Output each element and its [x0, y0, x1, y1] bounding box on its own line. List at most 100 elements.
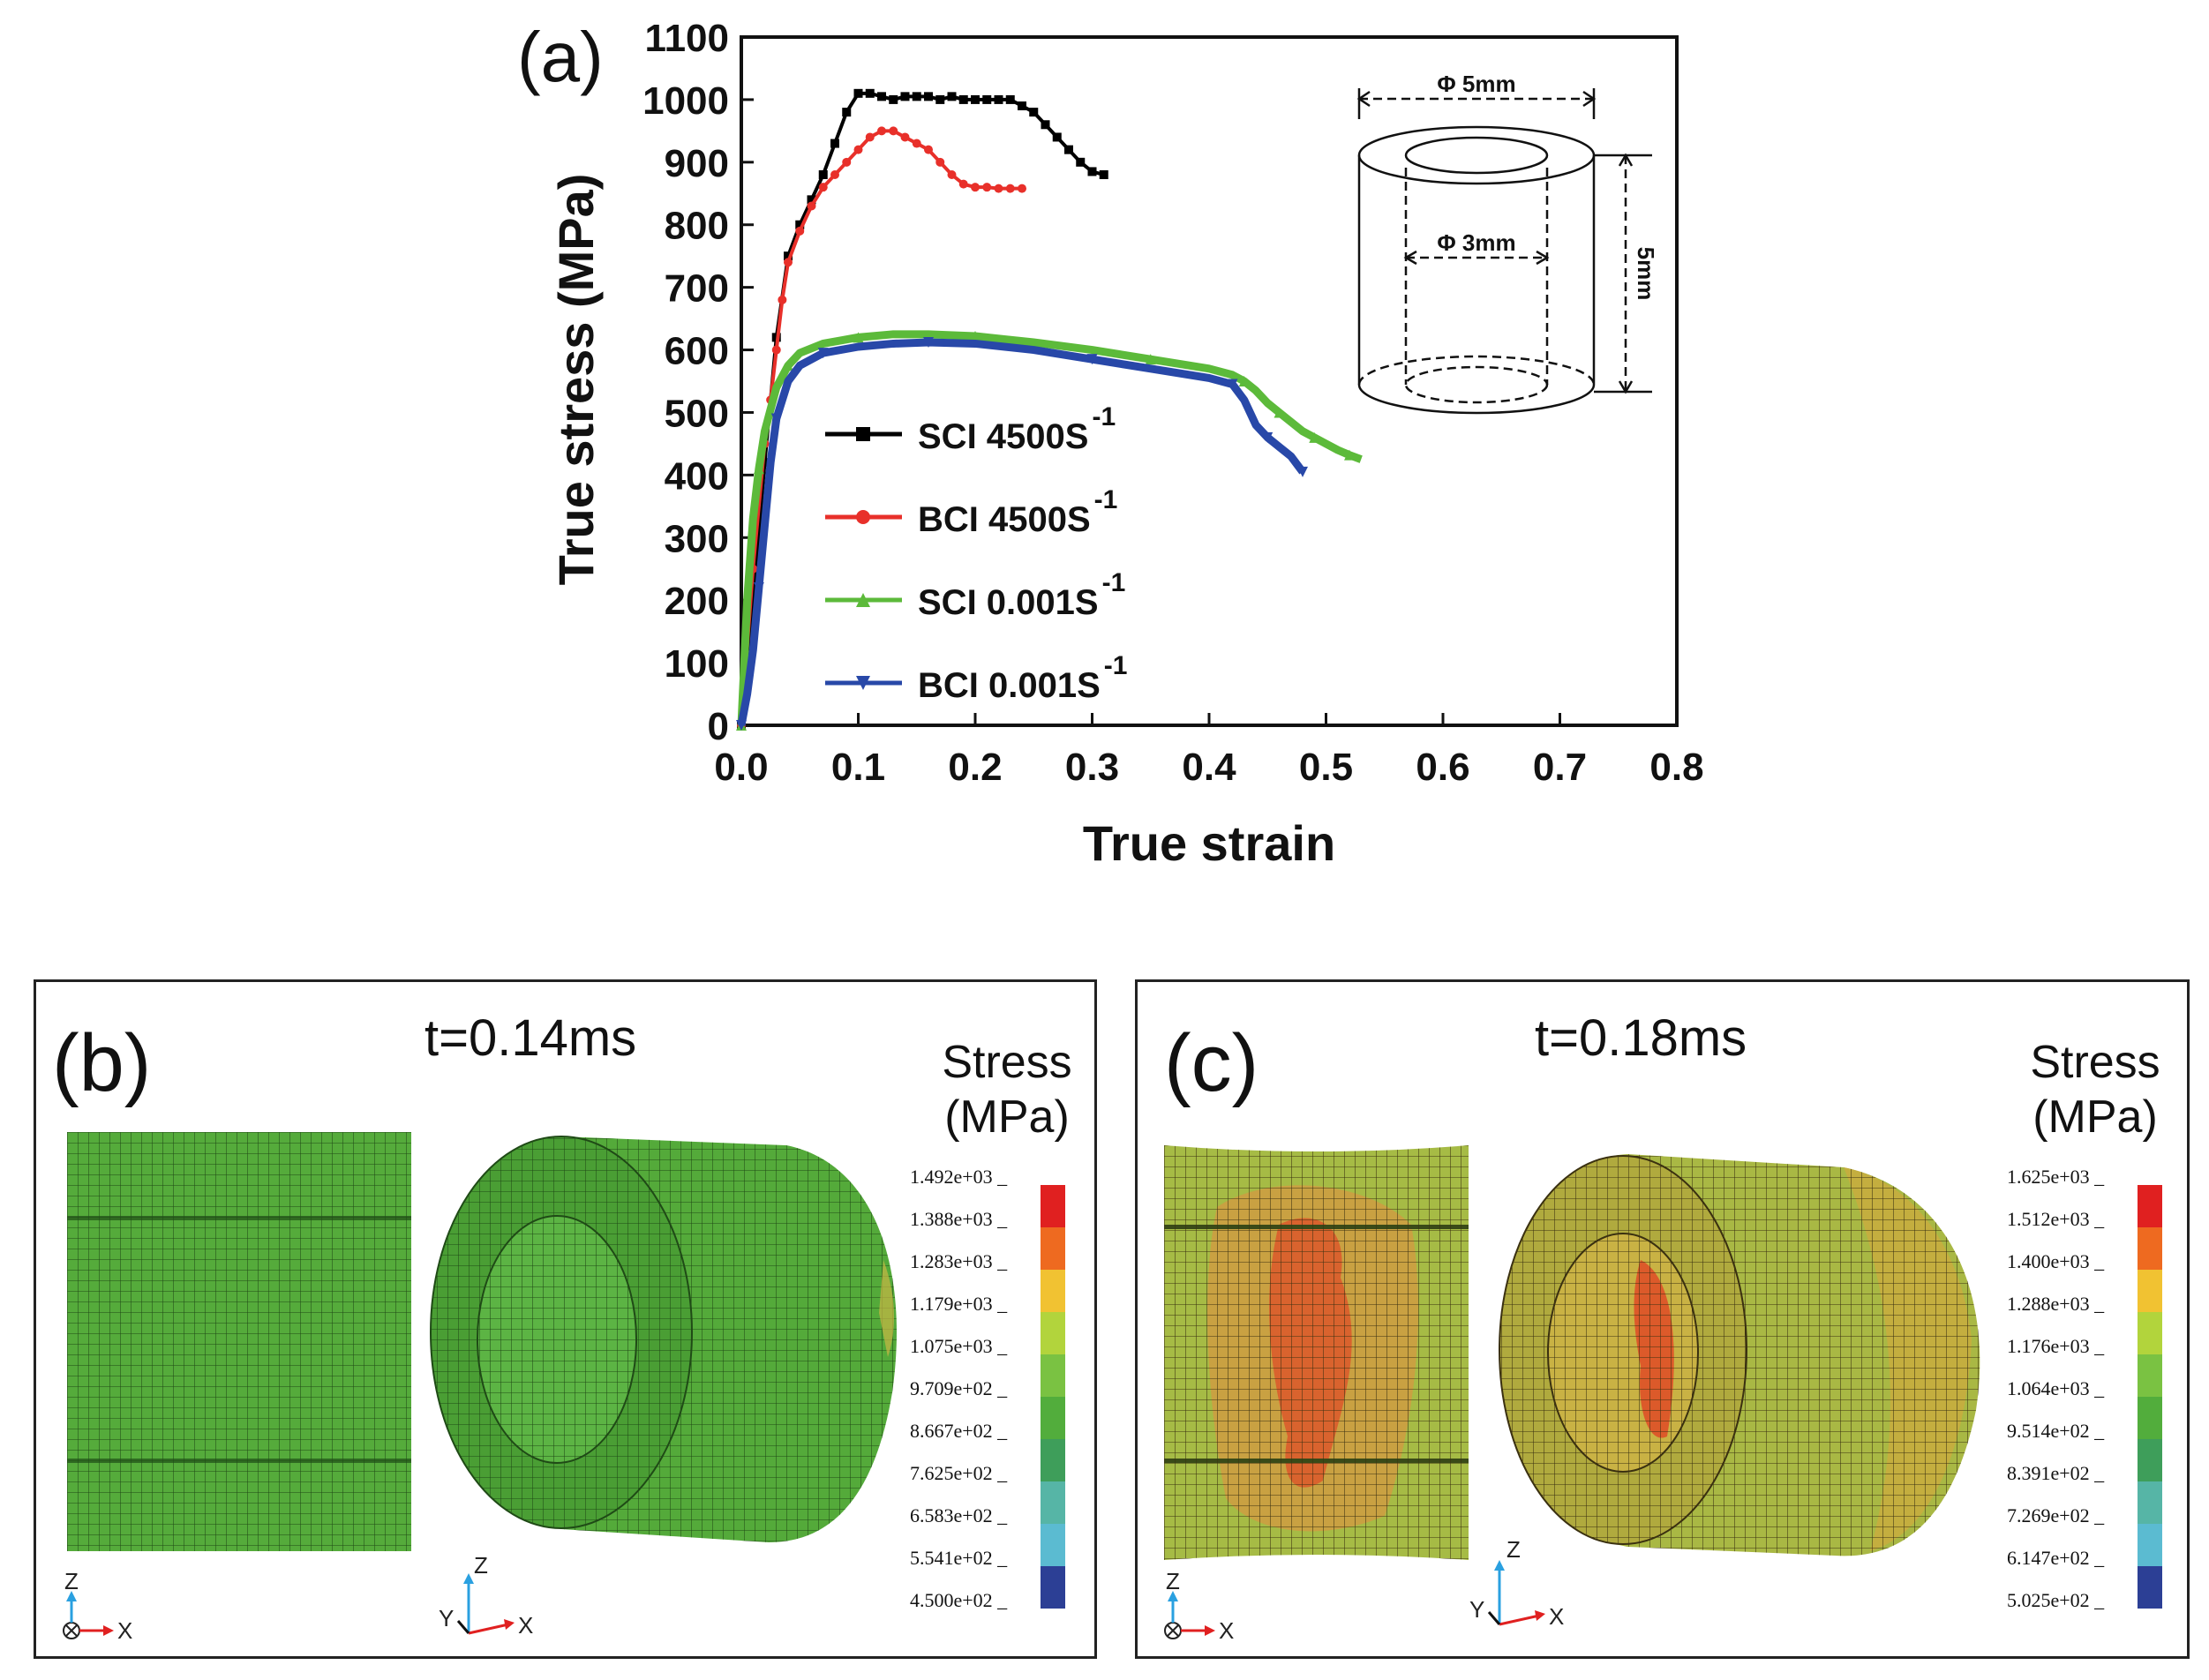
legend-swatch	[1041, 1312, 1065, 1354]
y-tick-label: 700	[665, 267, 729, 311]
data-point	[1029, 108, 1039, 117]
legend-swatch	[1041, 1354, 1065, 1397]
data-point	[865, 132, 875, 142]
panel-c-stress-title: Stress (MPa)	[2007, 1035, 2183, 1144]
legend-label: BCI 0.001S	[918, 666, 1101, 705]
specimen-inset	[1356, 88, 1652, 415]
x-tick-label: 0.6	[1416, 746, 1469, 789]
stress-title-line1: Stress	[2030, 1037, 2160, 1088]
data-point	[994, 94, 1003, 104]
legend-value: 9.514e+02 _	[2007, 1420, 2105, 1442]
data-point	[994, 184, 1003, 193]
data-point	[778, 295, 787, 304]
panel-b-side-view	[67, 1132, 411, 1551]
data-point	[900, 92, 910, 101]
data-point	[889, 94, 898, 104]
legend-label: BCI 4500S	[918, 500, 1091, 539]
data-point	[1005, 94, 1015, 104]
panel-c-axis-flat: Z X	[1164, 1568, 1234, 1644]
legend-swatch	[2138, 1524, 2162, 1566]
inset-height: 5mm	[1633, 247, 1659, 301]
data-point	[971, 94, 980, 104]
legend-value: 9.709e+02 _	[910, 1377, 1008, 1399]
panel-b-iso-view	[430, 1136, 897, 1542]
legend-value: 7.625e+02 _	[910, 1462, 1008, 1484]
legend-exponent: -1	[1094, 485, 1118, 514]
data-point	[736, 720, 747, 731]
legend-swatch	[2138, 1566, 2162, 1609]
legend-swatch	[1041, 1524, 1065, 1566]
series-1	[737, 88, 1108, 730]
panel-c-side-view	[1164, 1145, 1469, 1560]
y-tick-label: 1100	[645, 17, 729, 60]
x-tick-label: 0.2	[948, 746, 1002, 789]
data-point	[982, 94, 992, 104]
data-point	[982, 183, 992, 192]
legend-swatch	[1041, 1481, 1065, 1524]
data-point	[830, 139, 839, 148]
legend-value: 1.388e+03 _	[910, 1208, 1008, 1230]
stress-strain-chart: (a) 0 100 200 300 400 500 600 700 800 900 1000 1100…	[517, 17, 1704, 871]
series-3	[736, 330, 1363, 731]
legend-swatch	[2138, 1481, 2162, 1524]
legend-value: 6.583e+02 _	[910, 1504, 1008, 1526]
legend-value: 1.176e+03 _	[2007, 1335, 2105, 1357]
legend-value: 1.625e+03 _	[2007, 1166, 2105, 1188]
panel-c-time: t=0.18ms	[1535, 1009, 1747, 1067]
legend-swatch	[1041, 1566, 1065, 1609]
legend-swatch	[1041, 1439, 1065, 1481]
data-point	[1018, 101, 1026, 110]
data-point	[865, 88, 875, 98]
x-tick-label: 0.3	[1065, 746, 1119, 789]
panel-c-label: (c)	[1164, 1018, 1259, 1108]
legend-value: 1.512e+03 _	[2007, 1208, 2105, 1230]
data-point	[784, 251, 793, 261]
legend-swatch	[1041, 1185, 1065, 1227]
data-point	[771, 345, 781, 355]
data-point	[935, 94, 945, 104]
data-point	[1297, 466, 1308, 477]
legend-swatch	[2138, 1397, 2162, 1439]
inset-outer-diameter: Φ 5mm	[1437, 71, 1515, 97]
y-tick-label: 600	[665, 330, 729, 373]
data-point	[748, 596, 758, 605]
legend-swatch	[2138, 1439, 2162, 1481]
data-point	[770, 413, 782, 424]
axis-x-label: X	[1219, 1617, 1234, 1644]
legend-swatch	[2138, 1185, 2162, 1227]
series-layer	[736, 88, 1363, 731]
data-point	[818, 170, 828, 179]
data-point	[842, 108, 852, 117]
legend-value: 1.064e+03 _	[2007, 1377, 2105, 1399]
legend-exponent: -1	[1104, 651, 1128, 680]
series-line	[737, 330, 1363, 726]
data-point	[947, 170, 957, 179]
legend-exponent: -1	[1092, 402, 1116, 431]
legend-label: SCI 4500S	[918, 417, 1088, 456]
data-point	[795, 220, 805, 229]
data-point	[958, 179, 968, 189]
inset-inner-diameter: Φ 3mm	[1437, 229, 1515, 256]
legend-value: 1.075e+03 _	[910, 1335, 1008, 1357]
data-point	[853, 88, 863, 98]
data-point	[853, 145, 863, 154]
data-point	[970, 330, 981, 341]
data-point	[807, 195, 816, 205]
stress-title-line1: Stress	[942, 1037, 1072, 1088]
legend-swatch	[1041, 1397, 1065, 1439]
data-point	[889, 126, 898, 136]
data-point	[795, 226, 805, 236]
data-point	[877, 126, 886, 136]
y-tick-label: 800	[665, 205, 729, 248]
legend-value: 8.391e+02 _	[2007, 1462, 2105, 1484]
x-axis-label: True strain	[1083, 815, 1335, 871]
legend-label: SCI 0.001S	[918, 583, 1099, 622]
data-point	[971, 183, 980, 192]
data-point	[818, 183, 828, 192]
data-point	[853, 332, 864, 343]
x-tick-label: 0.7	[1533, 746, 1587, 789]
data-point	[783, 360, 793, 371]
data-point	[856, 427, 870, 441]
legend-value: 6.147e+02 _	[2007, 1547, 2105, 1569]
y-axis-label: True stress (MPa)	[548, 174, 604, 586]
